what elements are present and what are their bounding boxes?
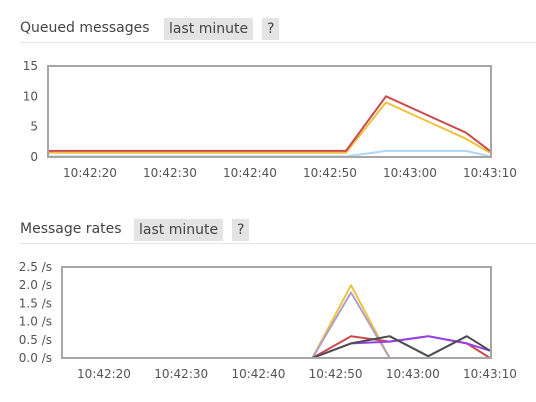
series-line-3: [49, 95, 491, 152]
x-tick-label: 10:43:00: [386, 367, 440, 381]
x-tick-label: 10:42:30: [154, 367, 208, 381]
queued-range-button[interactable]: last minute: [164, 18, 254, 40]
message-rates-chart: 0.0 /s 0.5 /s 1.0 /s 1.5 /s 2.0 /s 2.5 /s 10:4…: [0, 258, 536, 388]
x-tick-label: 10:43:10: [463, 367, 517, 381]
plot-frame: [61, 266, 492, 359]
y-tick-label: 0.5 /s: [19, 333, 52, 347]
y-tick-label: 15: [23, 59, 38, 73]
queued-messages-chart: 0 5 10 15 10:42:20 10:42:30 10:42:40 10:42:50 10…: [0, 58, 536, 188]
series-line-1: [63, 284, 490, 359]
message-rates-title: Message rates: [20, 221, 122, 237]
y-tick-label: 5: [30, 120, 38, 134]
series-line-5: [63, 335, 491, 359]
x-tick-label: 10:42:30: [143, 166, 197, 180]
rates-help-button[interactable]: ?: [232, 219, 250, 241]
y-tick-label: 0: [30, 150, 38, 164]
queued-messages-title: Queued messages: [20, 20, 150, 36]
x-tick-label: 10:43:10: [463, 166, 517, 180]
series-line-1: [49, 101, 491, 154]
series-line-2: [63, 291, 490, 359]
y-tick-label: 2.0 /s: [19, 278, 52, 292]
rates-range-button[interactable]: last minute: [134, 219, 224, 241]
message-rates-header: Message rates last minute ?: [20, 219, 536, 244]
queued-help-button[interactable]: ?: [262, 18, 280, 40]
queued-messages-plot: 0 5 10 15 10:42:20 10:42:30 10:42:40 10:42:50 10…: [23, 59, 517, 180]
queued-messages-header: Queued messages last minute ?: [20, 18, 536, 43]
x-tick-label: 10:42:50: [303, 166, 357, 180]
x-tick-label: 10:42:40: [231, 367, 285, 381]
y-tick-label: 1.0 /s: [19, 315, 52, 329]
plot-frame: [47, 65, 492, 158]
y-tick-label: 1.5 /s: [19, 296, 52, 310]
y-tick-label: 10: [23, 89, 38, 103]
x-tick-label: 10:42:20: [63, 166, 117, 180]
x-tick-label: 10:42:50: [309, 367, 363, 381]
message-rates-plot: 0.0 /s 0.5 /s 1.0 /s 1.5 /s 2.0 /s 2.5 /s 10:4…: [19, 260, 517, 381]
x-tick-label: 10:43:00: [383, 166, 437, 180]
x-tick-label: 10:42:40: [223, 166, 277, 180]
x-tick-label: 10:42:20: [77, 367, 131, 381]
y-tick-label: 0.0 /s: [19, 351, 52, 365]
y-tick-label: 2.5 /s: [19, 260, 52, 274]
